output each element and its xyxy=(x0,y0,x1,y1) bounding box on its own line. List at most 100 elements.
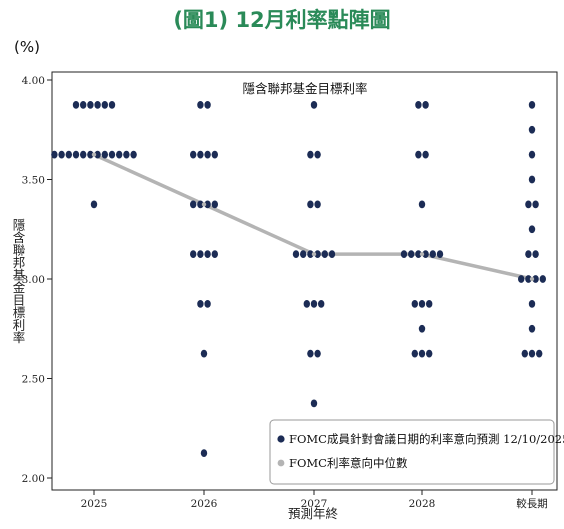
plot-inner-title: 隱含聯邦基金目標利率 xyxy=(242,81,367,96)
projection-dot xyxy=(200,349,208,358)
projection-dot xyxy=(314,150,321,159)
projection-dot xyxy=(190,150,197,159)
projection-dot xyxy=(411,299,418,308)
median-line xyxy=(93,153,533,281)
projection-dot xyxy=(422,100,429,109)
projection-dot xyxy=(411,349,418,358)
y-tick-label: 4.00 xyxy=(22,75,45,87)
projection-dot xyxy=(190,250,197,259)
projection-dot xyxy=(116,150,123,159)
page-title: (圖1) 12月利率點陣圖 xyxy=(173,8,391,32)
projection-dot xyxy=(211,200,218,209)
median-point xyxy=(91,152,97,157)
projection-dot xyxy=(197,299,204,308)
projection-dot xyxy=(130,150,137,159)
median-point xyxy=(419,251,425,257)
projection-dot xyxy=(314,250,321,259)
projection-dot xyxy=(65,150,73,159)
projection-dot xyxy=(204,100,211,109)
projection-dot xyxy=(418,324,426,333)
projection-dot xyxy=(310,399,318,408)
projection-dot xyxy=(204,250,211,259)
projection-dot xyxy=(211,250,218,259)
projection-dot xyxy=(532,200,539,209)
median-point xyxy=(201,202,207,207)
x-axis-title: 預測年終 xyxy=(288,506,339,521)
projection-dot xyxy=(415,150,422,159)
x-tick-label: 2025 xyxy=(81,498,108,510)
projection-dot xyxy=(307,150,314,159)
projection-dot xyxy=(204,200,211,209)
projection-dot xyxy=(528,150,536,159)
projection-dot xyxy=(532,275,539,283)
projection-dot xyxy=(418,200,426,209)
projection-dot xyxy=(418,299,426,308)
projection-dot xyxy=(80,150,87,159)
projection-dot xyxy=(429,250,436,259)
projection-dot xyxy=(90,200,98,209)
y-tick-label: 2.50 xyxy=(22,374,45,386)
median-points xyxy=(91,152,535,282)
projection-dot xyxy=(307,200,314,209)
projection-dot xyxy=(532,250,539,259)
projection-dot xyxy=(94,100,101,109)
projection-dot xyxy=(436,250,444,259)
x-tick-label: 較長期 xyxy=(516,497,548,510)
projection-dot xyxy=(408,250,415,259)
projection-dot xyxy=(211,150,218,159)
projection-dot xyxy=(80,100,87,109)
projection-dot xyxy=(518,275,525,283)
projection-dot xyxy=(300,250,307,259)
projection-dot xyxy=(204,150,211,159)
median-point xyxy=(311,251,317,257)
unit-label: (%) xyxy=(14,38,40,56)
y-axis-title: 隱含聯邦基金目標利率 xyxy=(11,219,26,344)
projection-dot xyxy=(72,150,80,159)
projection-dot xyxy=(307,349,314,358)
legend-label-projections: FOMC成員針對會議日期的利率意向預測 12/10/2025 xyxy=(289,432,564,446)
legend-dot-marker xyxy=(277,435,285,443)
projection-dot xyxy=(108,100,116,109)
projection-dot xyxy=(310,299,318,308)
projection-dot xyxy=(328,250,336,259)
projection-dot xyxy=(72,100,80,109)
projection-dot xyxy=(528,324,536,333)
projection-dot xyxy=(108,150,116,159)
y-tick-label: 3.50 xyxy=(22,175,45,187)
projection-dot xyxy=(525,250,532,259)
projection-dot xyxy=(303,299,310,308)
projection-dot xyxy=(197,100,204,109)
projection-dot xyxy=(422,250,429,259)
projection-dot xyxy=(314,349,321,358)
projection-dot xyxy=(528,225,536,234)
projection-dot xyxy=(528,100,536,109)
projection-dot xyxy=(51,150,58,159)
projection-dot xyxy=(58,150,65,159)
legend-label-median: FOMC利率意向中位數 xyxy=(289,456,408,470)
projection-dot xyxy=(318,299,325,308)
y-axis: 2.00 2.50 3.00 3.50 4.00 xyxy=(22,75,52,485)
projection-dot xyxy=(415,250,422,259)
projection-dot xyxy=(197,250,204,259)
projection-dot xyxy=(321,250,328,259)
projection-dot xyxy=(400,250,408,259)
projection-dot xyxy=(422,150,429,159)
y-tick-label: 3.00 xyxy=(22,274,45,286)
plot-frame xyxy=(51,71,558,491)
projection-dot xyxy=(123,150,130,159)
projection-dot xyxy=(418,349,426,358)
projection-dot xyxy=(525,200,532,209)
projection-dot xyxy=(415,100,422,109)
projection-dot xyxy=(94,150,101,159)
projection-dot xyxy=(539,275,546,283)
projection-dot xyxy=(426,299,433,308)
projection-dot xyxy=(307,250,314,259)
median-point xyxy=(529,276,535,282)
projection-dot xyxy=(101,150,109,159)
x-tick-label: 2026 xyxy=(191,498,218,510)
projection-dot xyxy=(197,150,204,159)
y-tick-label: 2.00 xyxy=(22,473,45,485)
projection-dot xyxy=(528,349,536,358)
legend-box xyxy=(269,419,555,485)
projection-dot xyxy=(528,175,536,184)
